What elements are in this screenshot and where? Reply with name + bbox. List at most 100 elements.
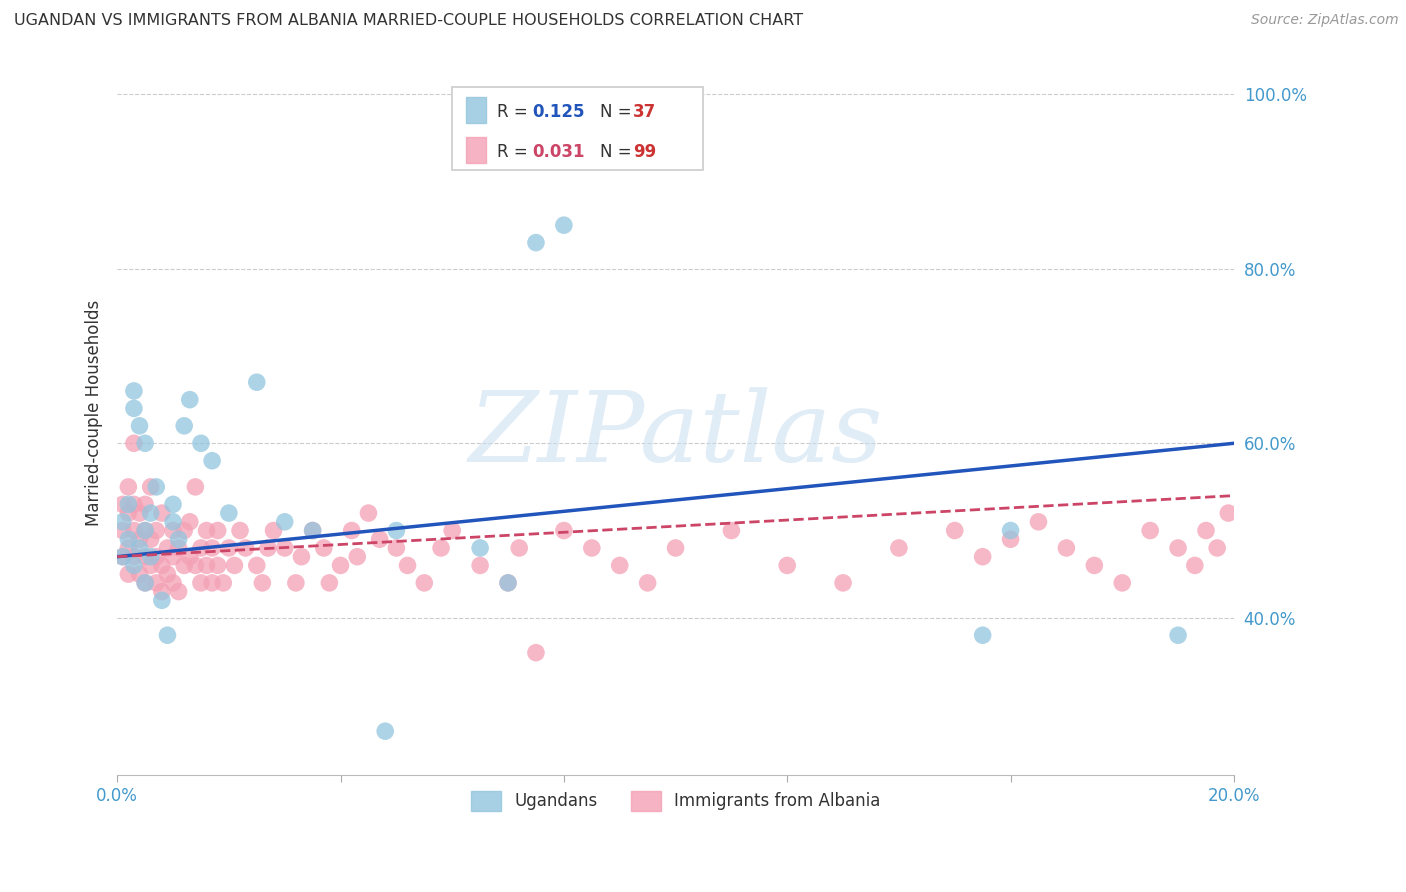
- Text: R =: R =: [496, 143, 533, 161]
- Point: [637, 575, 659, 590]
- Point: [1184, 558, 1206, 573]
- Point: [150, 584, 173, 599]
- Text: ZIPatlas: ZIPatlas: [468, 387, 883, 482]
- Point: [139, 480, 162, 494]
- Text: 37: 37: [633, 103, 657, 121]
- Point: [122, 524, 145, 538]
- Point: [1028, 515, 1050, 529]
- Point: [184, 480, 207, 494]
- Point: [318, 575, 340, 590]
- Text: N =: N =: [599, 103, 637, 121]
- Point: [117, 506, 139, 520]
- Point: [413, 575, 436, 590]
- Point: [128, 541, 150, 555]
- Point: [1111, 575, 1133, 590]
- Point: [162, 524, 184, 538]
- Point: [301, 524, 323, 538]
- Point: [162, 575, 184, 590]
- Point: [329, 558, 352, 573]
- Point: [122, 558, 145, 573]
- Point: [167, 541, 190, 555]
- Text: R =: R =: [496, 103, 533, 121]
- Point: [190, 575, 212, 590]
- Point: [173, 418, 195, 433]
- Point: [145, 480, 167, 494]
- Point: [664, 541, 686, 555]
- Point: [128, 567, 150, 582]
- Point: [218, 506, 240, 520]
- Point: [128, 533, 150, 547]
- Point: [972, 628, 994, 642]
- Point: [1218, 506, 1240, 520]
- Point: [117, 567, 139, 582]
- Point: [179, 549, 201, 564]
- Point: [396, 558, 419, 573]
- Point: [139, 549, 162, 564]
- Text: 0.031: 0.031: [533, 143, 585, 161]
- Point: [111, 549, 134, 564]
- Point: [1054, 541, 1077, 555]
- Point: [1195, 524, 1218, 538]
- Point: [553, 524, 575, 538]
- Point: [111, 515, 134, 529]
- Point: [111, 497, 134, 511]
- Point: [887, 541, 910, 555]
- Point: [218, 541, 240, 555]
- Point: [122, 401, 145, 416]
- Point: [111, 524, 134, 538]
- Text: N =: N =: [599, 143, 637, 161]
- Point: [207, 524, 229, 538]
- Point: [162, 497, 184, 511]
- Point: [235, 541, 257, 555]
- Point: [468, 541, 491, 555]
- Point: [273, 541, 295, 555]
- Point: [496, 575, 519, 590]
- Point: [385, 541, 408, 555]
- Point: [134, 436, 156, 450]
- Point: [553, 218, 575, 232]
- Point: [1206, 541, 1229, 555]
- Point: [1167, 541, 1189, 555]
- Point: [1083, 558, 1105, 573]
- Point: [117, 497, 139, 511]
- Point: [156, 628, 179, 642]
- Point: [122, 436, 145, 450]
- Point: [212, 575, 235, 590]
- Point: [524, 646, 547, 660]
- Text: 0.125: 0.125: [533, 103, 585, 121]
- Point: [776, 558, 799, 573]
- Point: [122, 384, 145, 398]
- Point: [374, 724, 396, 739]
- Point: [139, 506, 162, 520]
- Point: [190, 436, 212, 450]
- Point: [284, 575, 307, 590]
- Point: [190, 541, 212, 555]
- Point: [246, 558, 269, 573]
- Point: [167, 584, 190, 599]
- Point: [173, 524, 195, 538]
- Point: [111, 549, 134, 564]
- Point: [117, 541, 139, 555]
- Point: [184, 558, 207, 573]
- Point: [201, 454, 224, 468]
- Point: [468, 558, 491, 573]
- Point: [1000, 533, 1022, 547]
- Point: [273, 515, 295, 529]
- Point: [134, 575, 156, 590]
- Point: [385, 524, 408, 538]
- FancyBboxPatch shape: [453, 87, 703, 170]
- Point: [1167, 628, 1189, 642]
- Point: [145, 524, 167, 538]
- Point: [357, 506, 380, 520]
- Point: [167, 533, 190, 547]
- Point: [301, 524, 323, 538]
- Text: Source: ZipAtlas.com: Source: ZipAtlas.com: [1251, 13, 1399, 28]
- Point: [139, 533, 162, 547]
- Point: [441, 524, 464, 538]
- Point: [179, 515, 201, 529]
- Point: [117, 480, 139, 494]
- Point: [263, 524, 285, 538]
- Point: [128, 418, 150, 433]
- Point: [252, 575, 274, 590]
- Bar: [465, 137, 485, 162]
